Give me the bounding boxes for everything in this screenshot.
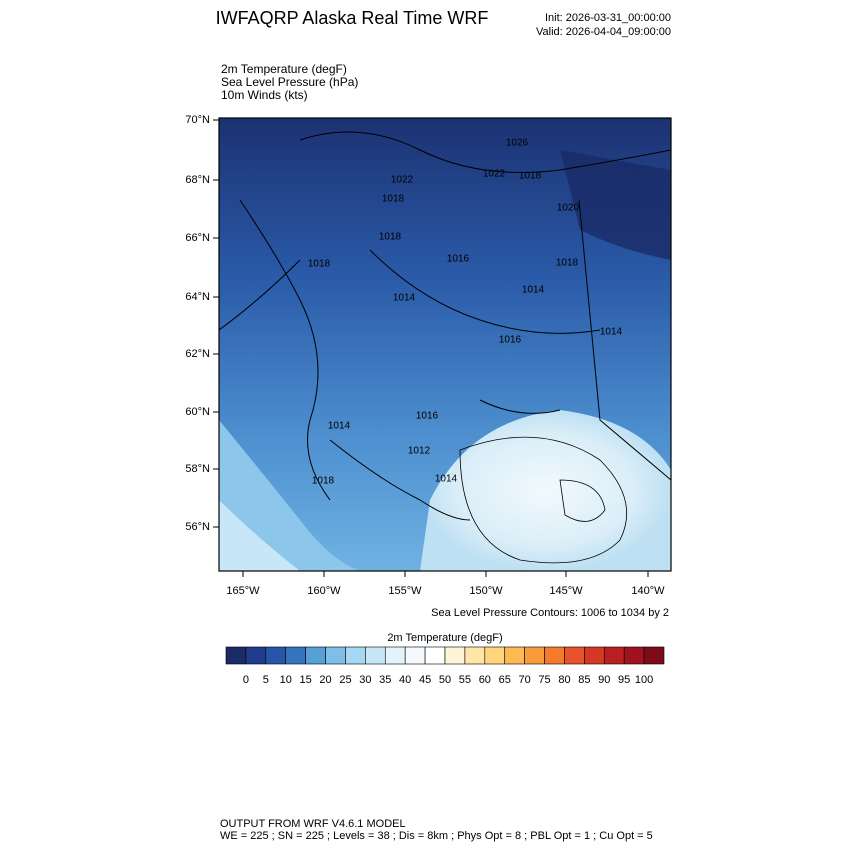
contour-label: 1020 xyxy=(557,203,580,214)
colorbar-box xyxy=(325,646,346,665)
colorbar-box xyxy=(345,646,366,665)
colorbar-box xyxy=(384,646,406,665)
footer-line: WE = 225 ; SN = 225 ; Levels = 38 ; Dis … xyxy=(220,830,653,842)
colorbar-box xyxy=(484,646,506,665)
lon-label: 145°W xyxy=(549,585,583,597)
colorbar-box xyxy=(444,646,466,665)
init-time: Init: 2026-03-31_00:00:00 xyxy=(545,12,671,24)
contour-label: 1014 xyxy=(600,327,623,338)
colorbar-box xyxy=(464,646,486,665)
colorbar-box xyxy=(544,646,565,665)
colorbar-box xyxy=(564,646,585,665)
colorbar-tick: 55 xyxy=(459,674,471,686)
colorbar-tick: 0 xyxy=(243,674,249,686)
contour-label: 1016 xyxy=(447,254,470,265)
colorbar-box xyxy=(265,646,287,665)
contour-label: 1014 xyxy=(435,474,458,485)
lon-label: 140°W xyxy=(631,585,665,597)
colorbar-box xyxy=(365,646,386,665)
lat-label: 70°N xyxy=(185,114,210,126)
colorbar-title: 2m Temperature (degF) xyxy=(387,632,502,644)
colorbar-tick: 100 xyxy=(635,674,653,686)
lat-label: 68°N xyxy=(185,174,210,186)
colorbar-tick: 50 xyxy=(439,674,451,686)
colorbar-box xyxy=(305,646,326,665)
contour-label: 1018 xyxy=(382,194,405,205)
lon-label: 165°W xyxy=(226,585,260,597)
colorbar-box xyxy=(285,646,306,665)
map xyxy=(219,118,671,571)
contour-label: 1014 xyxy=(328,421,351,432)
colorbar-tick: 15 xyxy=(300,674,312,686)
colorbar-tick: 35 xyxy=(379,674,391,686)
colorbar-box xyxy=(225,646,247,665)
contour-label: 1016 xyxy=(416,411,439,422)
colorbar-box xyxy=(524,646,545,665)
colorbar-box xyxy=(504,646,525,665)
contour-label: 1018 xyxy=(308,259,331,270)
colorbar-box xyxy=(424,646,446,665)
contour-label: 1022 xyxy=(391,175,414,186)
valid-time: Valid: 2026-04-04_09:00:00 xyxy=(536,26,671,38)
lat-label: 64°N xyxy=(185,291,210,303)
contour-note: Sea Level Pressure Contours: 1006 to 103… xyxy=(431,607,669,619)
colorbar-tick: 75 xyxy=(538,674,550,686)
map-frame xyxy=(218,117,672,572)
lat-label: 66°N xyxy=(185,232,210,244)
colorbar-box xyxy=(603,646,625,665)
colorbar-tick: 10 xyxy=(280,674,292,686)
colorbar-tick: 20 xyxy=(319,674,331,686)
field-label: 10m Winds (kts) xyxy=(221,88,308,102)
contour-label: 1018 xyxy=(519,171,542,182)
colorbar-tick: 30 xyxy=(359,674,371,686)
contour-label: 1018 xyxy=(556,258,579,269)
lon-label: 150°W xyxy=(469,585,503,597)
colorbar-tick: 25 xyxy=(339,674,351,686)
colorbar-tick: 40 xyxy=(399,674,411,686)
contour-label: 1026 xyxy=(506,138,529,149)
lon-label: 160°W xyxy=(307,585,341,597)
colorbar-tick: 70 xyxy=(519,674,531,686)
contour-label: 1018 xyxy=(312,476,335,487)
colorbar-box xyxy=(623,646,645,665)
colorbar-box xyxy=(584,646,605,665)
colorbar-tick: 60 xyxy=(479,674,491,686)
lon-label: 155°W xyxy=(388,585,422,597)
colorbar-tick: 5 xyxy=(263,674,269,686)
lat-label: 56°N xyxy=(185,521,210,533)
lat-label: 62°N xyxy=(185,348,210,360)
colorbar-tick: 65 xyxy=(499,674,511,686)
colorbar-tick: 90 xyxy=(598,674,610,686)
contour-label: 1012 xyxy=(408,446,431,457)
field-label: 2m Temperature (degF) xyxy=(221,62,347,76)
field-label: Sea Level Pressure (hPa) xyxy=(221,75,358,89)
colorbar-tick: 80 xyxy=(558,674,570,686)
colorbar-tick: 45 xyxy=(419,674,431,686)
colorbar-box xyxy=(245,646,267,665)
contour-label: 1018 xyxy=(379,232,402,243)
footer-line: OUTPUT FROM WRF V4.6.1 MODEL xyxy=(220,818,406,830)
lat-label: 58°N xyxy=(185,463,210,475)
contour-label: 1022 xyxy=(483,169,506,180)
lat-label: 60°N xyxy=(185,406,210,418)
title: IWFAQRP Alaska Real Time WRF xyxy=(216,8,489,28)
contour-label: 1014 xyxy=(522,285,545,296)
colorbar-box xyxy=(643,646,665,665)
colorbar-tick: 85 xyxy=(578,674,590,686)
colorbar-box xyxy=(404,646,426,665)
colorbar-tick: 95 xyxy=(618,674,630,686)
contour-label: 1016 xyxy=(499,335,522,346)
contour-label: 1014 xyxy=(393,293,416,304)
